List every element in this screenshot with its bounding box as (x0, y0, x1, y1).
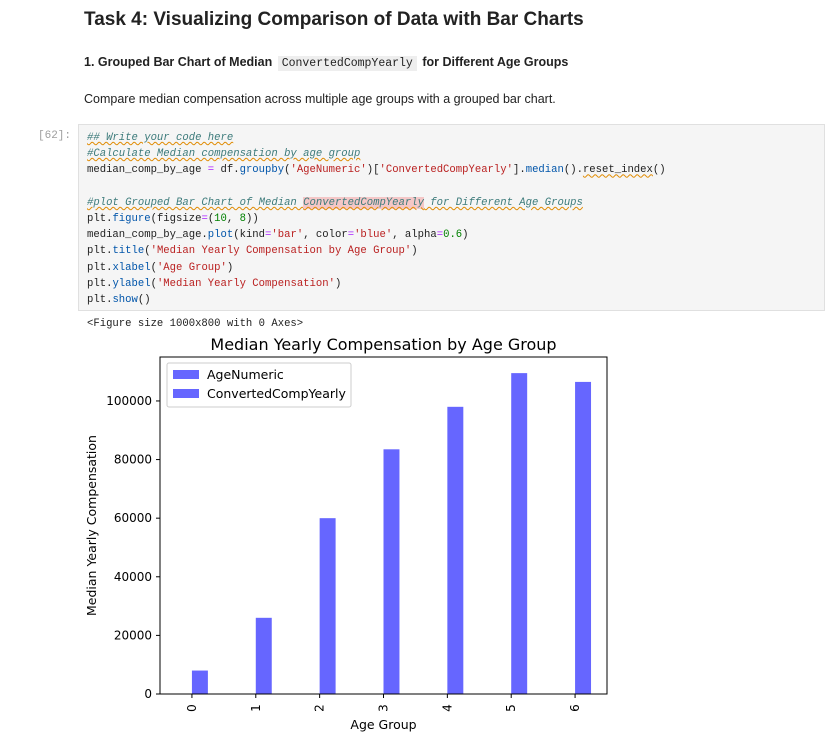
x-axis-label: Age Group (350, 717, 416, 732)
code-line: median_comp_by_age.plot(kind='bar', colo… (87, 229, 469, 242)
subheading-suffix: for Different Age Groups (422, 55, 569, 69)
legend-label: ConvertedCompYearly (207, 386, 346, 401)
legend-box (166, 362, 352, 408)
bar-ConvertedCompYearly-4 (447, 406, 464, 694)
chart-title: Median Yearly Compensation by Age Group (210, 335, 556, 354)
code-editor-text[interactable]: ## Write your code here #Calculate Media… (87, 130, 666, 308)
legend-swatch (173, 370, 199, 379)
code-cell-editor[interactable]: ## Write your code here #Calculate Media… (78, 124, 825, 311)
bar-ConvertedCompYearly-2 (319, 518, 336, 694)
bar-ConvertedCompYearly-6 (575, 381, 592, 694)
code-line: plt.figure(figsize=(10, 8)) (87, 213, 259, 226)
x-tick-label: 0 (185, 704, 199, 712)
subheading-code: ConvertedCompYearly (277, 56, 417, 71)
legend-swatch (173, 389, 199, 398)
cell-execution-count: [62]: (38, 130, 72, 142)
code-line: median_comp_by_age = df.groupby('AgeNume… (87, 164, 666, 177)
bar-ConvertedCompYearly-5 (511, 373, 528, 694)
code-line: #Calculate Median compensation by age gr… (87, 148, 361, 161)
y-tick-label: 20000 (114, 628, 152, 642)
code-line: plt.ylabel('Median Yearly Compensation') (87, 277, 342, 290)
subheading-prefix: 1. Grouped Bar Chart of Median (84, 55, 273, 69)
y-tick-label: 40000 (114, 570, 152, 584)
x-tick-label: 2 (313, 704, 327, 712)
markdown-subheading: 1. Grouped Bar Chart of Median Converted… (84, 55, 569, 71)
y-tick-label: 100000 (106, 394, 152, 408)
y-tick-label: 0 (144, 687, 152, 701)
markdown-heading: Task 4: Visualizing Comparison of Data w… (84, 9, 584, 30)
bar-ConvertedCompYearly-1 (255, 617, 272, 694)
code-line: plt.title('Median Yearly Compensation by… (87, 245, 418, 258)
y-axis-label: Median Yearly Compensation (84, 435, 99, 616)
legend-label: AgeNumeric (207, 367, 284, 382)
x-tick-label: 5 (504, 704, 518, 712)
cell-output-text: <Figure size 1000x800 with 0 Axes> (87, 318, 304, 330)
x-tick-label: 1 (249, 704, 263, 712)
y-tick-label: 60000 (114, 511, 152, 525)
bar-ConvertedCompYearly-3 (383, 449, 400, 694)
code-line: #plot Grouped Bar Chart of Median Conver… (87, 196, 583, 209)
bar-ConvertedCompYearly-0 (191, 670, 208, 694)
bar-chart: Median Yearly Compensation by Age Group 0… (84, 335, 608, 732)
code-line: ## Write your code here (87, 132, 234, 144)
y-tick-label: 80000 (114, 453, 152, 467)
code-line: plt.xlabel('Age Group') (87, 261, 234, 274)
x-tick-label: 3 (377, 704, 391, 712)
x-tick-label: 6 (568, 704, 582, 712)
x-tick-label: 4 (440, 704, 454, 712)
markdown-description: Compare median compensation across multi… (84, 92, 556, 106)
code-line: plt.show() (87, 294, 151, 307)
